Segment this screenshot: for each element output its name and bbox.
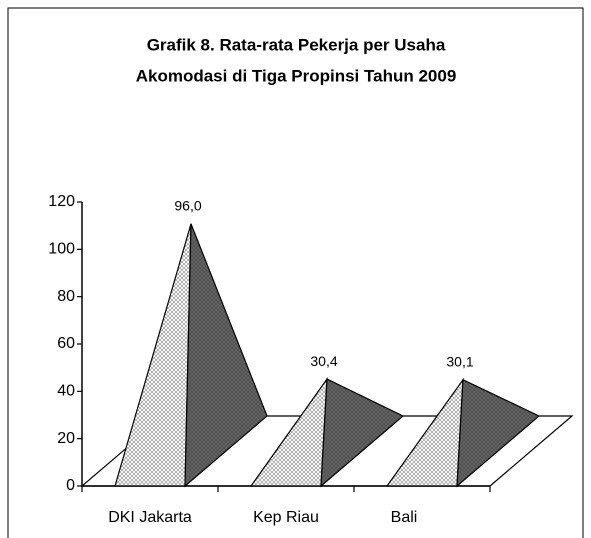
- y-tick-label: 20: [57, 430, 75, 447]
- y-tick-label: 0: [66, 477, 75, 494]
- y-tick-label: 100: [48, 241, 75, 258]
- x-tick-label: DKI Jakarta: [108, 509, 192, 526]
- value-label: 30,4: [310, 353, 337, 369]
- x-tick-label: Bali: [391, 509, 418, 526]
- pyramid-front: [114, 223, 192, 487]
- y-tick-label: 80: [57, 288, 75, 305]
- value-label: 30,1: [446, 353, 473, 369]
- y-tick-label: 120: [48, 193, 75, 210]
- y-tick-label: 60: [57, 335, 75, 352]
- value-label: 96,0: [174, 198, 201, 214]
- y-tick-label: 40: [57, 383, 75, 400]
- x-tick-label: Kep Riau: [253, 509, 319, 526]
- pyramid-side: [320, 378, 405, 488]
- chart-subtitle: Akomodasi di Tiga Propinsi Tahun 2009: [136, 66, 457, 85]
- pyramid-side: [184, 223, 268, 488]
- pyramid-side: [456, 378, 541, 488]
- chart-title: Grafik 8. Rata-rata Pekerja per Usaha: [147, 35, 446, 54]
- frame: [7, 7, 584, 538]
